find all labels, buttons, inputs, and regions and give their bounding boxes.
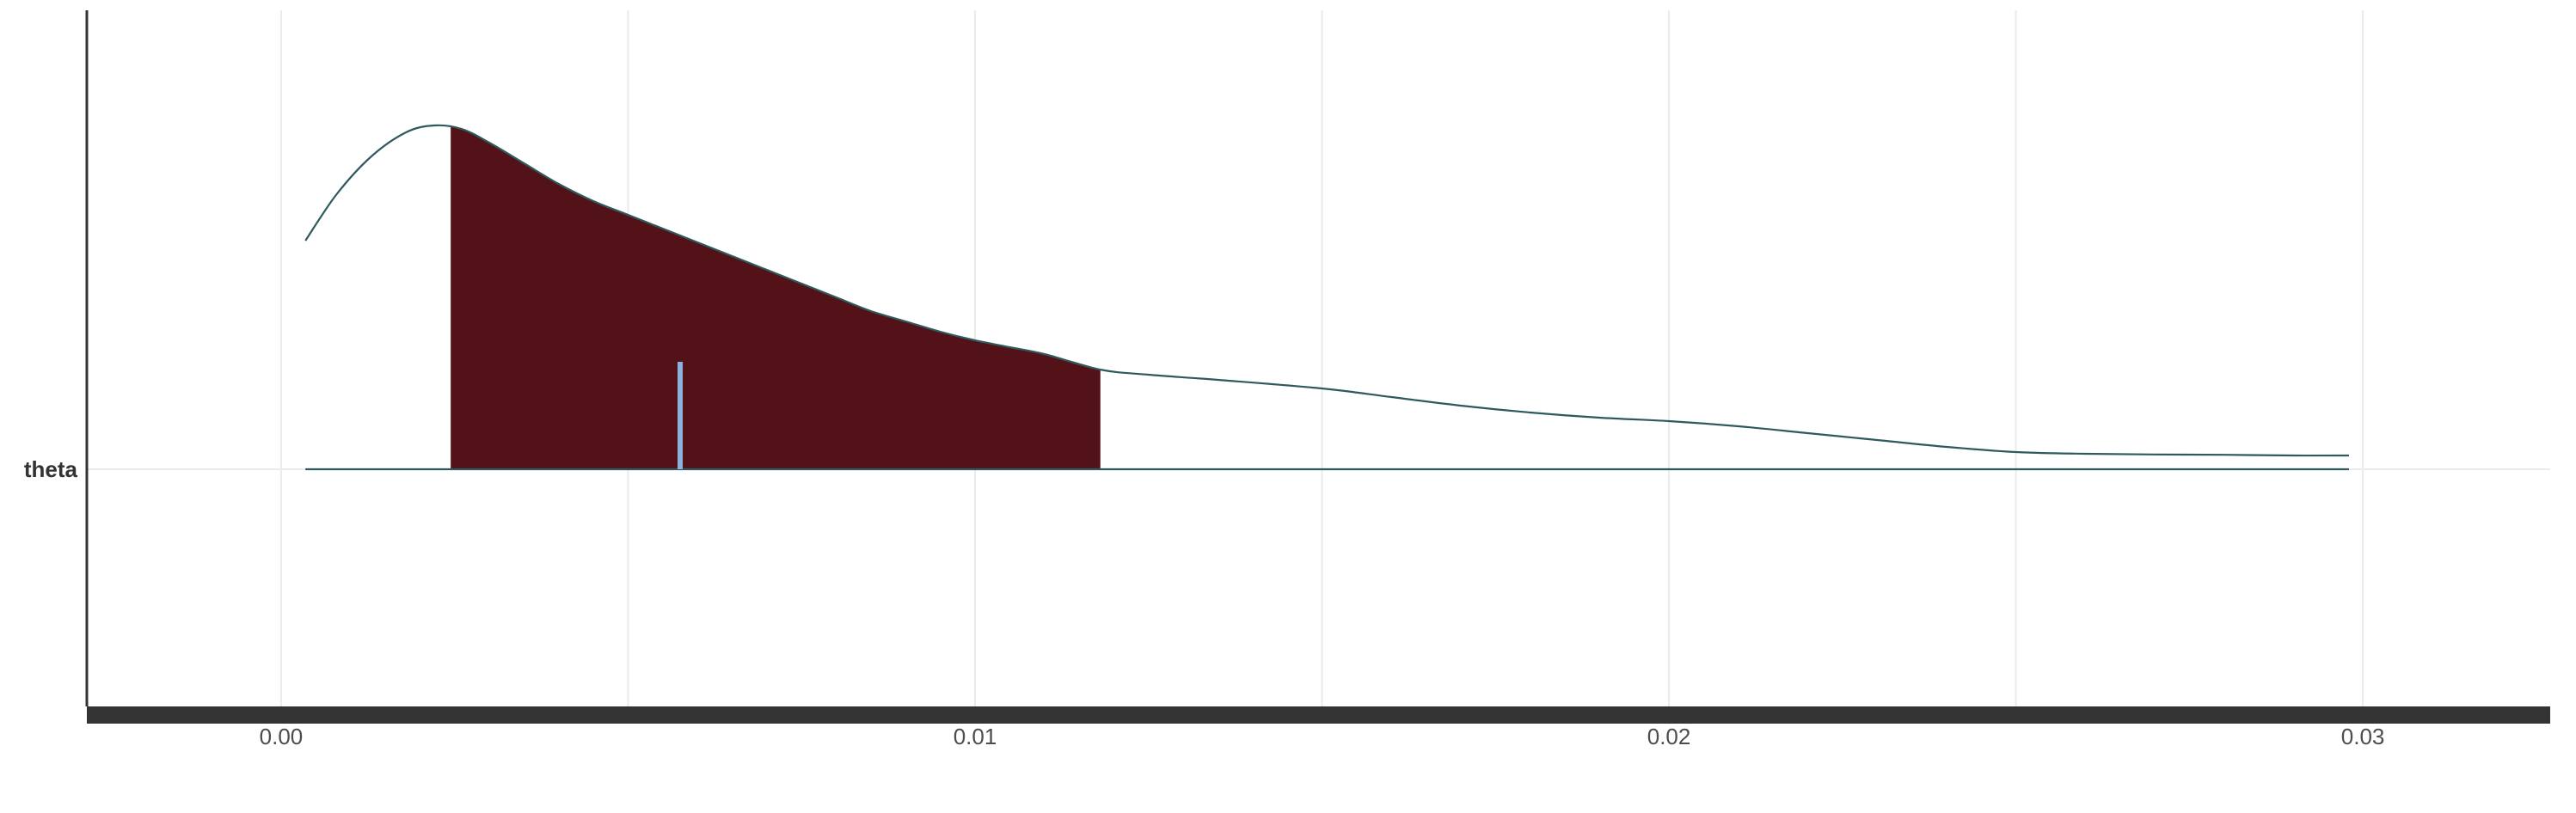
x-tick-label: 0.03 bbox=[2341, 724, 2385, 749]
y-tick-label-theta: theta bbox=[24, 456, 78, 482]
x-axis-bar bbox=[87, 706, 2550, 724]
x-tick-label: 0.01 bbox=[954, 724, 997, 749]
density-curve bbox=[304, 124, 2349, 457]
x-axis-tick-labels: 0.00 0.01 0.02 0.03 bbox=[260, 724, 2385, 749]
x-tick-label: 0.02 bbox=[1647, 724, 1691, 749]
x-tick-label: 0.00 bbox=[260, 724, 304, 749]
